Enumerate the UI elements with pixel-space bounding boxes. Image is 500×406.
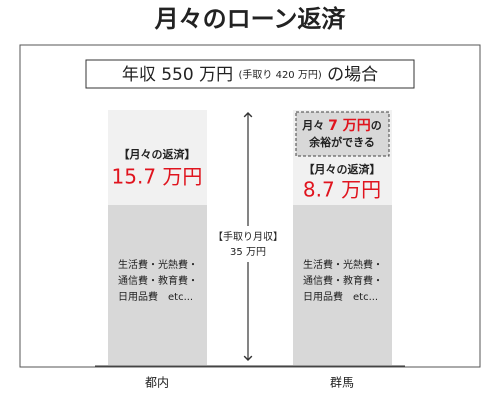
column-label: 都内 <box>145 376 169 390</box>
column-bottom <box>108 205 207 365</box>
frame <box>19 44 481 368</box>
callout: 月々 7 万円の <box>301 118 381 134</box>
header-box <box>85 59 415 89</box>
expense: 日用品費 etc... <box>118 290 193 303</box>
expense: 通信費・教育費・ <box>303 274 383 287</box>
column-label: 群馬 <box>330 376 354 390</box>
income-label: 【手取り月収】 <box>213 230 283 243</box>
header-suffix: の場合 <box>327 65 378 85</box>
callout-suffix: の <box>371 119 382 132</box>
expense: 日用品費 etc... <box>303 290 378 303</box>
expense: 生活費・光熱費・ <box>118 258 198 271</box>
callout-amount: 7 万円 <box>328 118 371 134</box>
header: 年収 550 万円 (手取り 420 万円) の場合 <box>122 65 378 85</box>
column-top <box>108 110 207 205</box>
payment: 15.7 万円 <box>112 165 203 189</box>
title: 月々のローン返済 <box>154 5 347 33</box>
expense: 生活費・光熱費・ <box>303 258 383 271</box>
column-bottom <box>293 205 392 365</box>
income-amount: 35 万円 <box>230 247 266 258</box>
callout-line2: 余裕ができる <box>308 135 375 149</box>
header-main: 年収 550 万円 <box>122 65 233 85</box>
callout-prefix: 月々 <box>301 119 328 132</box>
callout-box <box>295 111 390 157</box>
header-note: (手取り 420 万円) <box>239 68 322 81</box>
expense: 通信費・教育費・ <box>118 274 198 287</box>
payment: 8.7 万円 <box>303 178 381 202</box>
payment-label: 【月々の返済】 <box>119 147 196 161</box>
payment-label: 【月々の返済】 <box>304 162 381 176</box>
